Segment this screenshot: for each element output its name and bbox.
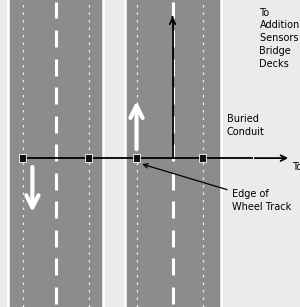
Bar [124, 0, 220, 307]
Bar [133, 154, 140, 162]
Bar [199, 154, 206, 162]
Text: To RPU: To RPU [292, 162, 300, 172]
Text: To
Additional
Sensors on
Bridge
Decks: To Additional Sensors on Bridge Decks [260, 8, 300, 69]
Bar [85, 154, 92, 162]
Bar [8, 0, 103, 307]
Text: Buried
Conduit: Buried Conduit [226, 114, 264, 137]
Bar [19, 154, 26, 162]
Text: Edge of
Wheel Track: Edge of Wheel Track [143, 164, 292, 212]
